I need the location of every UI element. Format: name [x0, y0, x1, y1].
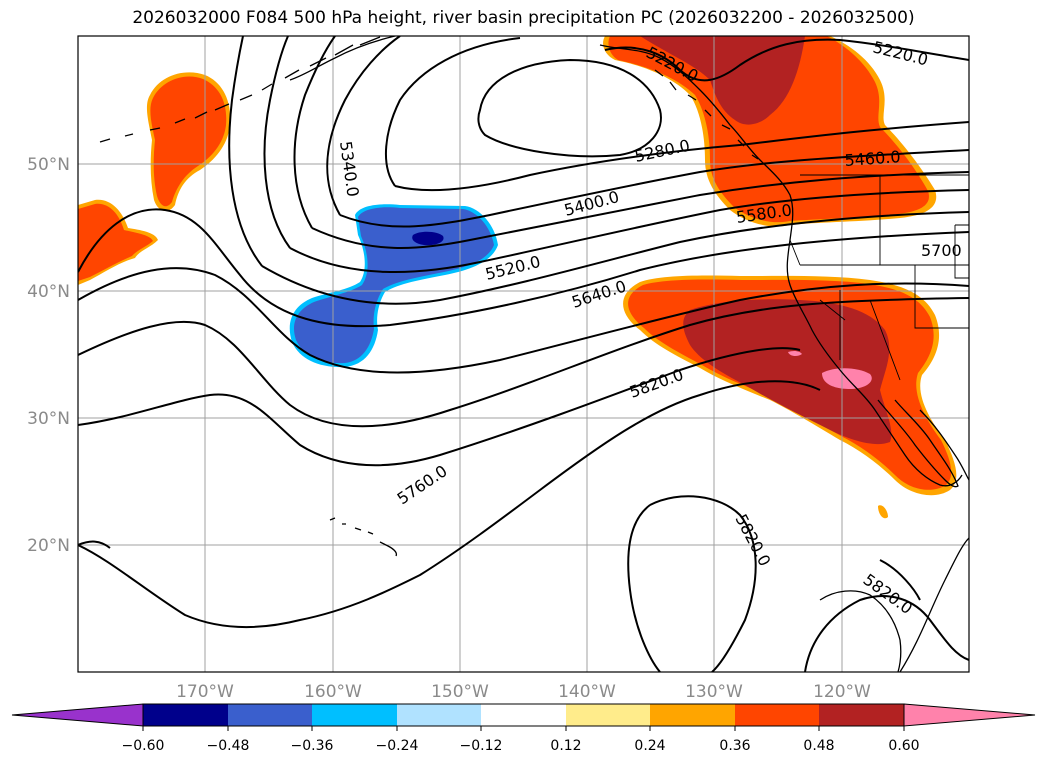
contour-5340: [384, 37, 969, 192]
colorbar-segment: [735, 704, 819, 726]
lat-label: 40°N: [27, 282, 70, 302]
colorbar-tick-label: 0.12: [550, 738, 581, 754]
lon-label: 130°W: [685, 682, 743, 702]
contour-5760: [78, 347, 801, 467]
precip-shading: [78, 36, 957, 519]
colorbar-segment: [566, 704, 650, 726]
colorbar-segment: [397, 704, 481, 726]
contour-5820-north: [78, 297, 969, 428]
graticule: [78, 36, 969, 672]
lat-label: 20°N: [27, 536, 70, 556]
map-frame: [77, 35, 970, 673]
lon-label: 150°W: [431, 682, 489, 702]
contour-label: 5460.0: [844, 147, 901, 170]
lon-label: 170°W: [176, 682, 234, 702]
colorbar-tick-label: −0.36: [291, 738, 334, 754]
colorbar-tick-label: 0.24: [634, 738, 665, 754]
colorbar-tick-label: 0.36: [719, 738, 750, 754]
latitude-labels: 50°N 40°N 30°N 20°N: [27, 155, 70, 556]
colorbar-segment: [312, 704, 397, 726]
lon-label: 160°W: [304, 682, 362, 702]
contour-5460: [293, 36, 969, 249]
colorbar-tick-label: −0.60: [122, 738, 165, 754]
colorbar: −0.60 −0.48 −0.36 −0.24 −0.12 0.12 0.24 …: [11, 703, 1036, 754]
colorbar-segment: [819, 704, 904, 726]
contour-5400: [326, 36, 969, 228]
lon-label: 120°W: [813, 682, 871, 702]
contour-5700: [78, 267, 969, 374]
contour-5520: [263, 36, 969, 274]
colorbar-segment: [228, 704, 312, 726]
coastlines: [99, 36, 969, 672]
contour-5280: [477, 58, 662, 158]
map-title: 2026032000 F084 500 hPa height, river ba…: [132, 8, 915, 28]
colorbar-segment: [143, 704, 228, 726]
colorbar-segment: [650, 704, 735, 726]
lat-label: 30°N: [27, 409, 70, 429]
height-contours: [78, 36, 969, 672]
colorbar-tick-label: −0.48: [207, 738, 250, 754]
contour-5580: [228, 36, 969, 305]
colorbar-extend-low: [11, 703, 144, 727]
colorbar-tick-label: −0.12: [460, 738, 503, 754]
contour-5220: [604, 38, 969, 82]
contour-label: 5700: [921, 241, 962, 260]
colorbar-segment: [481, 704, 566, 726]
contour-5640: [78, 208, 969, 328]
contour-5760-south: [78, 380, 821, 628]
colorbar-tick-label: 0.60: [888, 738, 919, 754]
colorbar-extend-high: [903, 703, 1036, 727]
colorbar-tick-label: −0.24: [376, 738, 419, 754]
longitude-labels: 170°W 160°W 150°W 140°W 130°W 120°W: [176, 682, 871, 702]
contour-5820-se: [804, 595, 969, 672]
lat-label: 50°N: [27, 155, 70, 175]
lon-label: 140°W: [558, 682, 616, 702]
contour-5820-sw: [78, 540, 111, 549]
contour-5820-south: [627, 495, 757, 672]
colorbar-tick-label: 0.48: [803, 738, 834, 754]
